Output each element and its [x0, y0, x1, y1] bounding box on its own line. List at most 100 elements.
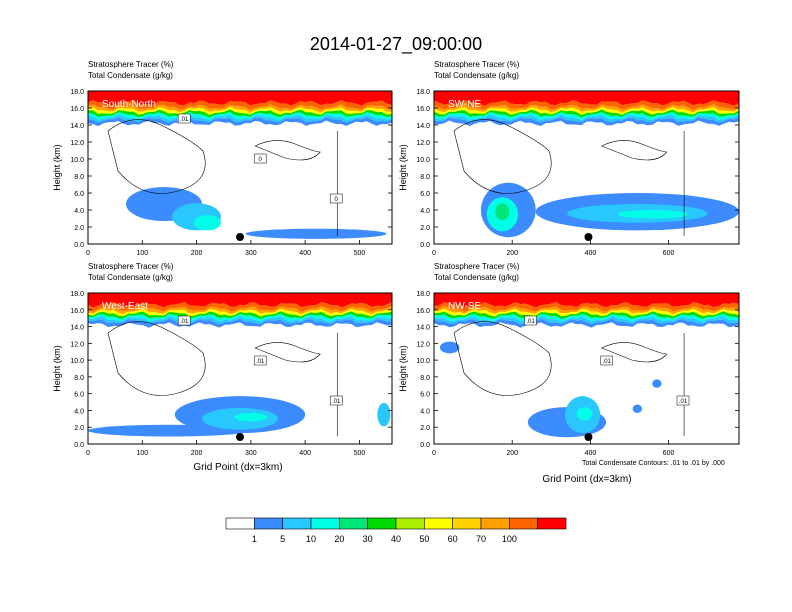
y-tick-label: 0.0 — [420, 242, 430, 249]
colorbar-swatch — [225, 517, 255, 530]
colorbar-swatch — [537, 517, 567, 530]
plot-frame — [433, 90, 740, 245]
tracer-blob — [234, 412, 268, 422]
panel-label: SW-NE — [448, 99, 481, 110]
y-tick-label: 6.0 — [420, 191, 430, 198]
tracer-band — [434, 112, 739, 121]
y-tick-label: 8.0 — [420, 174, 430, 181]
y-tick-label: 4.0 — [420, 408, 430, 415]
x-tick-label: 0 — [86, 250, 90, 257]
condensate-contour — [601, 140, 668, 161]
contour-label: 0 — [329, 193, 343, 204]
svg-text:.01: .01 — [526, 319, 535, 325]
contour-label: .01 — [676, 395, 690, 406]
tracer-band — [88, 109, 392, 118]
tracer-band — [434, 117, 739, 127]
panel-subtitle: Stratosphere Tracer (%) — [88, 262, 174, 271]
figure-title: 2014-01-27_09:00:00 — [310, 34, 482, 55]
tracer-band — [88, 91, 392, 106]
y-tick-label: 12.0 — [416, 341, 430, 348]
tracer-blob — [632, 404, 643, 413]
panel-nw-se: Stratosphere Tracer (%) Total Condensate … — [398, 262, 740, 457]
panel-south-north: Stratosphere Tracer (%) Total Condensate … — [52, 60, 393, 257]
contour-label: .01 — [177, 315, 191, 326]
location-marker — [584, 233, 593, 241]
x-tick-label: 300 — [245, 450, 257, 457]
panel-subtitle: Stratosphere Tracer (%) — [434, 262, 520, 271]
panel-label: South-North — [102, 99, 156, 110]
y-tick-label: 4.0 — [420, 208, 430, 215]
y-tick-label: 14.0 — [416, 123, 430, 130]
tracer-band — [88, 114, 392, 123]
colorbar-swatch — [480, 517, 510, 530]
tracer-band — [434, 308, 739, 317]
tracer-band — [88, 316, 392, 325]
tracer-band — [88, 100, 392, 110]
panel-subtitle: Stratosphere Tracer (%) — [88, 60, 174, 69]
colorbar-label: 100 — [502, 534, 517, 544]
tracer-band — [88, 308, 392, 317]
tracer-band — [88, 306, 392, 315]
panel-sw-ne: Stratosphere Tracer (%) Total Condensate … — [398, 60, 740, 257]
y-axis-label: Height (km) — [398, 144, 408, 191]
tracer-band — [434, 114, 739, 123]
svg-text:0: 0 — [259, 157, 263, 163]
y-tick-label: 10.0 — [416, 157, 430, 164]
condensate-contour — [107, 321, 206, 396]
x-tick-label: 300 — [245, 250, 257, 257]
colorbar-label: 50 — [419, 534, 429, 544]
colorbar-label: 60 — [448, 534, 458, 544]
x-tick-label: 200 — [191, 450, 203, 457]
x-tick-label: 600 — [663, 450, 675, 457]
location-marker — [584, 433, 593, 441]
tracer-blob — [652, 379, 662, 388]
y-tick-label: 16.0 — [70, 106, 84, 113]
tracer-blob — [617, 210, 689, 219]
colorbar-swatch — [310, 517, 340, 530]
tracer-band — [88, 302, 392, 312]
tracer-band — [434, 100, 739, 110]
contour-label: 0 — [253, 153, 267, 164]
colorbar-swatch — [452, 517, 482, 530]
x-tick-label: 0 — [432, 450, 436, 457]
y-tick-label: 8.0 — [420, 375, 430, 382]
y-tick-label: 6.0 — [74, 191, 84, 198]
colorbar-swatch — [254, 517, 283, 530]
panel-subtitle: Total Condensate (g/kg) — [434, 71, 519, 80]
location-marker — [236, 433, 244, 441]
condensate-contour — [254, 140, 321, 161]
x-tick-label: 200 — [506, 450, 518, 457]
colorbar-swatch — [395, 517, 425, 530]
y-tick-label: 16.0 — [416, 106, 430, 113]
contour-note: Total Condensate Contours: .01 to .01 by… — [582, 460, 725, 467]
condensate-contour — [453, 119, 552, 194]
y-tick-label: 16.0 — [416, 308, 430, 315]
contour-label: .01 — [524, 315, 537, 326]
tracer-band — [434, 316, 739, 325]
plot-frame — [433, 292, 740, 445]
y-tick-label: 2.0 — [74, 225, 84, 232]
x-tick-label: 500 — [354, 250, 366, 257]
x-tick-label: 100 — [136, 250, 148, 257]
tracer-band — [88, 293, 392, 308]
y-tick-label: 14.0 — [70, 325, 84, 332]
y-tick-label: 2.0 — [420, 425, 430, 432]
y-tick-label: 6.0 — [74, 392, 84, 399]
colorbar: 1 5 10 20 30 40 50 60 70 100 — [225, 517, 567, 544]
condensate-contour — [453, 321, 552, 396]
y-tick-label: 2.0 — [74, 425, 84, 432]
x-tick-label: 600 — [663, 250, 675, 257]
colorbar-label: 1 — [252, 534, 257, 544]
y-tick-label: 8.0 — [74, 375, 84, 382]
panel-subtitle: Stratosphere Tracer (%) — [434, 60, 520, 69]
colorbar-label: 70 — [476, 534, 486, 544]
colorbar-label: 5 — [280, 534, 285, 544]
x-tick-label: 400 — [585, 250, 597, 257]
tracer-band — [434, 107, 739, 115]
tracer-blob — [193, 215, 221, 231]
y-tick-label: 8.0 — [74, 174, 84, 181]
tracer-band — [434, 91, 739, 106]
panel-subtitle: Total Condensate (g/kg) — [88, 71, 173, 80]
x-tick-label: 500 — [354, 450, 366, 457]
y-tick-label: 18.0 — [70, 89, 84, 96]
